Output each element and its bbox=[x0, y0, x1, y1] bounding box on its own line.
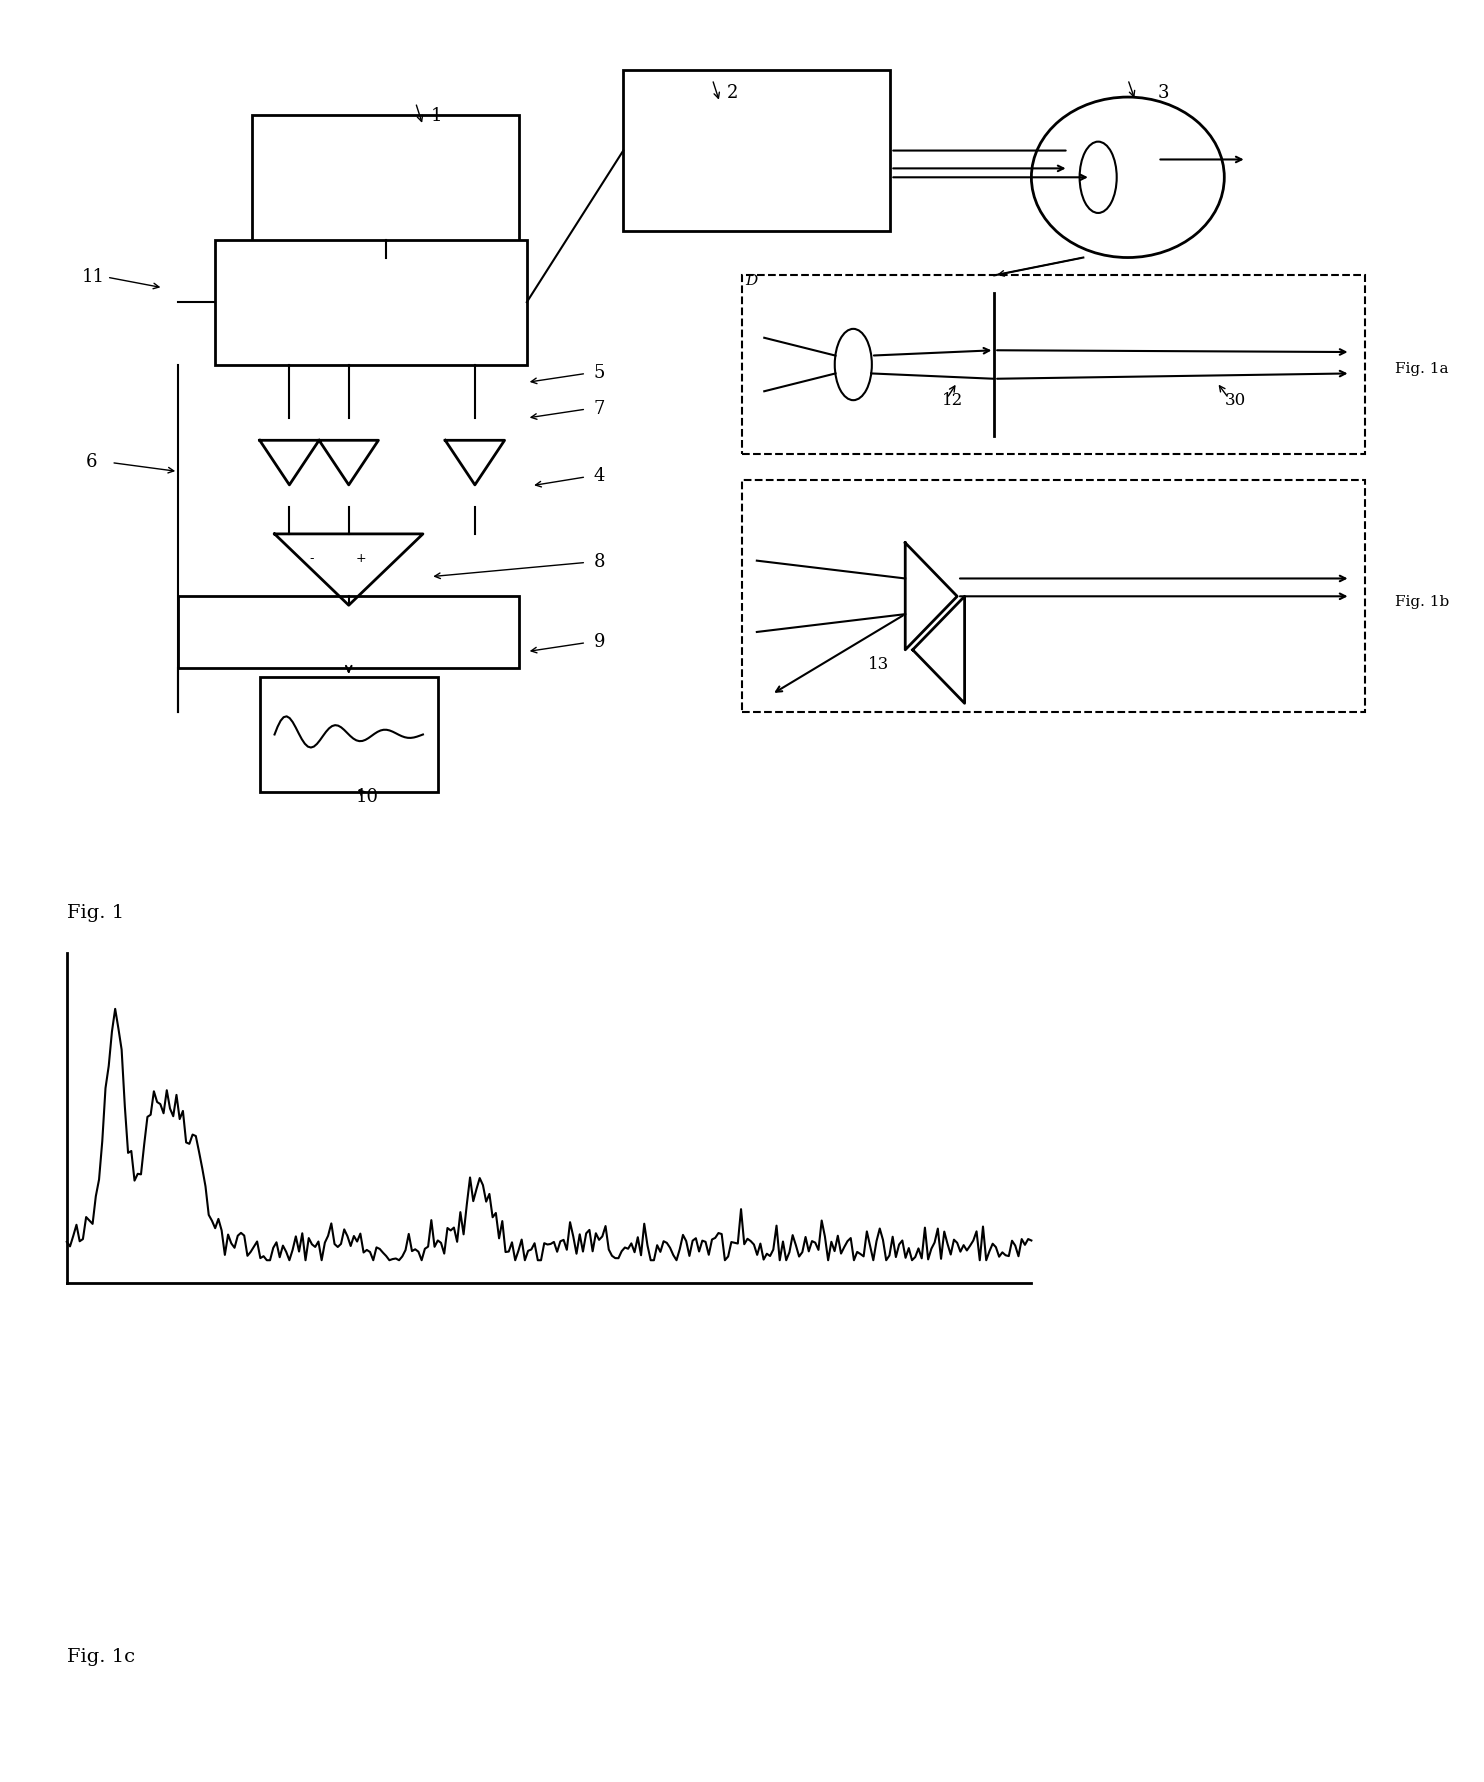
Text: 5: 5 bbox=[594, 364, 605, 381]
Bar bbox=[252, 116, 519, 258]
Text: Fig. 1c: Fig. 1c bbox=[67, 1647, 135, 1664]
Text: +: + bbox=[355, 551, 367, 565]
Text: 7: 7 bbox=[594, 399, 605, 417]
Bar bbox=[260, 677, 438, 793]
Text: Fig. 1a: Fig. 1a bbox=[1395, 362, 1448, 376]
Text: 3: 3 bbox=[1158, 84, 1169, 102]
Text: 6: 6 bbox=[86, 453, 98, 470]
Text: Fig. 1: Fig. 1 bbox=[67, 903, 123, 921]
Bar bbox=[215, 241, 527, 365]
Bar bbox=[623, 71, 890, 232]
Text: -: - bbox=[309, 551, 315, 565]
Text: 30: 30 bbox=[1224, 392, 1245, 408]
Text: 12: 12 bbox=[942, 392, 963, 408]
Text: Fig. 1b: Fig. 1b bbox=[1395, 595, 1450, 609]
Text: 11: 11 bbox=[82, 267, 104, 285]
Text: 4: 4 bbox=[594, 467, 605, 485]
Text: 10: 10 bbox=[356, 788, 378, 805]
Text: D: D bbox=[745, 274, 757, 289]
Text: 1: 1 bbox=[430, 107, 442, 125]
Text: 13: 13 bbox=[868, 656, 889, 672]
Text: 8: 8 bbox=[594, 552, 605, 570]
Text: 2: 2 bbox=[727, 84, 739, 102]
Bar bbox=[178, 597, 519, 668]
Text: 9: 9 bbox=[594, 633, 605, 650]
